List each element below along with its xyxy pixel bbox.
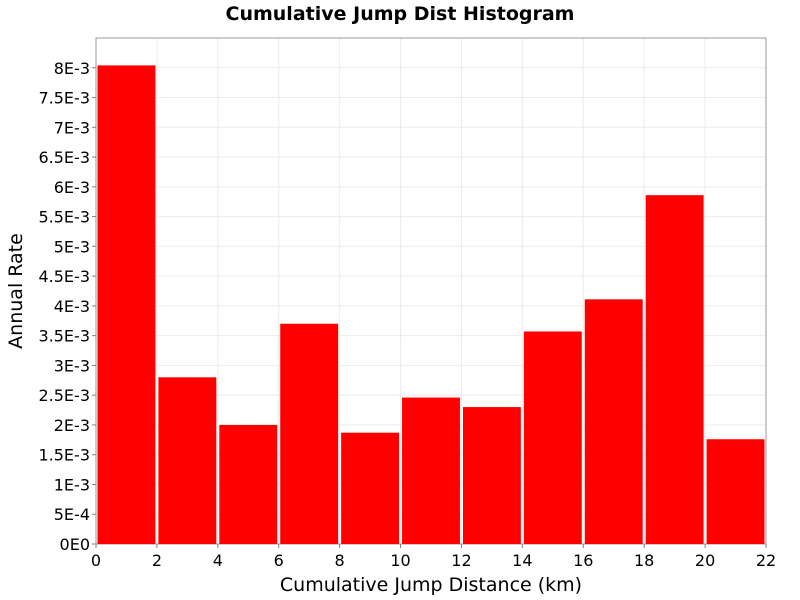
y-tick-label: 1E-3 (54, 475, 90, 494)
x-tick-label: 4 (213, 551, 223, 570)
y-tick-label: 4.5E-3 (38, 267, 90, 286)
x-tick-label: 8 (335, 551, 345, 570)
histogram-bar (523, 331, 582, 544)
y-tick-label: 5E-3 (54, 237, 90, 256)
y-tick-label: 7E-3 (54, 118, 90, 137)
y-tick-label: 6.5E-3 (38, 148, 90, 167)
histogram-bar (158, 377, 217, 544)
bars (97, 65, 765, 544)
y-axis-label: Annual Rate (5, 233, 27, 349)
y-tick-label: 8E-3 (54, 59, 90, 78)
x-tick-label: 20 (695, 551, 715, 570)
y-tick-label: 5.5E-3 (38, 208, 90, 227)
y-tick-label: 4E-3 (54, 297, 90, 316)
x-axis-label: Cumulative Jump Distance (km) (280, 574, 582, 596)
y-tick-label: 1.5E-3 (38, 446, 90, 465)
histogram-bar (341, 432, 400, 544)
x-tick-label: 22 (756, 551, 776, 570)
histogram-bar (402, 397, 460, 544)
x-tick-label: 18 (634, 551, 654, 570)
x-tick-label: 14 (512, 551, 532, 570)
chart-title: Cumulative Jump Dist Histogram (226, 3, 575, 25)
histogram-bar (645, 195, 704, 544)
y-tick-label: 5E-4 (54, 505, 90, 524)
x-tick-label: 10 (390, 551, 410, 570)
histogram-bar (280, 323, 339, 544)
y-tick-label: 6E-3 (54, 178, 90, 197)
y-tick-label: 7.5E-3 (38, 89, 90, 108)
histogram-bar (97, 65, 156, 544)
y-tick-label: 3E-3 (54, 356, 90, 375)
x-axis-ticks: 0 2 4 6 8 10 12 14 16 18 20 22 (91, 544, 776, 570)
y-tick-label: 0E0 (60, 535, 90, 554)
y-tick-label: 3.5E-3 (38, 327, 90, 346)
y-tick-label: 2.5E-3 (38, 386, 90, 405)
x-tick-label: 2 (152, 551, 162, 570)
x-tick-label: 16 (573, 551, 593, 570)
y-tick-label: 2E-3 (54, 416, 90, 435)
x-tick-label: 6 (274, 551, 284, 570)
x-tick-label: 12 (451, 551, 471, 570)
histogram-bar (706, 439, 765, 544)
x-tick-label: 0 (91, 551, 101, 570)
y-axis-ticks: 0E0 5E-4 1E-3 1.5E-3 2E-3 2.5E-3 3E-3 3.5E-3 4E-… (38, 59, 96, 554)
histogram-bar (584, 299, 643, 544)
histogram-bar (462, 407, 521, 544)
histogram-bar (219, 424, 278, 544)
